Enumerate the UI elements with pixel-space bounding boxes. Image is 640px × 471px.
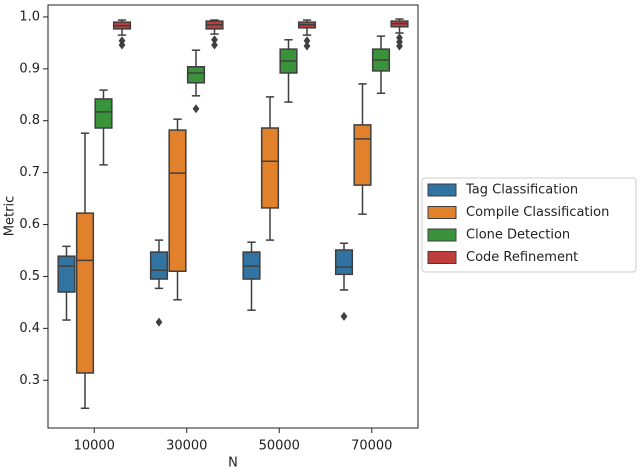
legend-label: Clone Detection	[466, 228, 570, 243]
y-tick-label: 0.3	[19, 373, 40, 388]
legend-label: Compile Classification	[466, 205, 609, 220]
y-axis-label: Metric	[3, 196, 18, 236]
legend-label: Tag Classification	[465, 183, 578, 198]
box	[94, 98, 113, 129]
legend-swatch	[427, 251, 457, 264]
box	[149, 251, 169, 280]
outlier	[396, 41, 403, 51]
box	[260, 127, 280, 209]
outlier	[192, 104, 200, 114]
outlier	[211, 35, 218, 45]
x-tick-label: 30000	[166, 439, 207, 454]
box	[353, 124, 372, 186]
outlier	[340, 311, 348, 321]
outlier	[211, 40, 218, 50]
outlier	[303, 41, 311, 51]
legend-frame	[421, 177, 637, 273]
legend-swatch	[427, 228, 457, 242]
box	[334, 249, 354, 276]
outlier	[303, 36, 311, 46]
outlier	[155, 317, 163, 327]
y-tick-label: 0.8	[19, 113, 40, 128]
box	[75, 212, 95, 374]
y-tick-label: 0.5	[19, 269, 40, 284]
y-tick-label: 0.7	[19, 165, 40, 180]
legend-swatch	[427, 183, 457, 197]
x-axis-label: N	[228, 456, 238, 471]
plot-frame	[47, 4, 419, 429]
y-tick-label: 0.9	[19, 61, 40, 76]
box	[186, 66, 206, 84]
y-tick-label: 0.6	[19, 217, 40, 232]
legend-swatch	[427, 206, 457, 219]
x-tick-label: 50000	[259, 439, 300, 454]
x-tick-label: 70000	[351, 439, 392, 454]
box	[57, 255, 76, 293]
legend-label: Code Refinement	[466, 250, 578, 265]
box	[168, 129, 187, 273]
outlier	[118, 40, 126, 50]
y-tick-label: 1.0	[19, 9, 40, 24]
x-tick-label: 10000	[74, 439, 115, 454]
y-tick-label: 0.4	[19, 321, 40, 336]
